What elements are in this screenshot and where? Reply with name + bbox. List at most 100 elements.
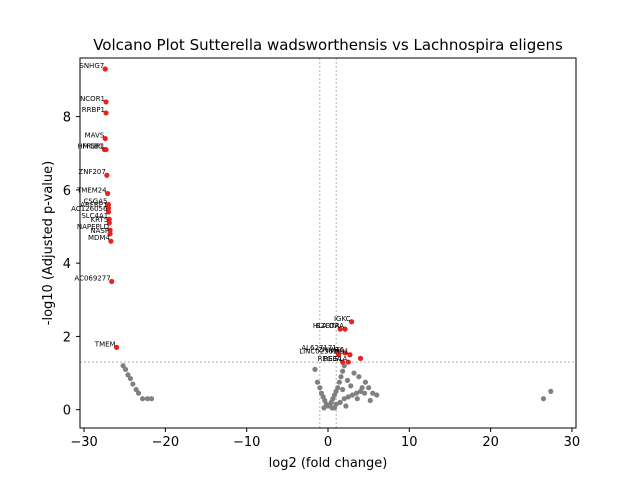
gene-label: TMEM24 bbox=[76, 187, 107, 195]
x-axis-label: log2 (fold change) bbox=[269, 456, 388, 471]
gene-label: SNHG7 bbox=[79, 62, 104, 70]
gene-label: REG3A bbox=[318, 355, 342, 363]
y-tick-label: 4 bbox=[63, 257, 71, 272]
x-tick-label: −10 bbox=[233, 435, 260, 450]
point-significant bbox=[102, 135, 108, 142]
gene-label: ZNHIT6 bbox=[318, 346, 345, 354]
point-significant bbox=[106, 216, 112, 222]
point-significant bbox=[104, 172, 110, 178]
gene-label: ZNF207 bbox=[78, 168, 105, 176]
point-not-significant bbox=[353, 390, 360, 396]
x-axis-ticks: −30 −20 −10 0 10 20 30 bbox=[70, 428, 580, 450]
point-significant bbox=[357, 355, 364, 361]
point-significant bbox=[105, 190, 111, 197]
gene-label: CSGA5 bbox=[83, 198, 107, 206]
point-not-significant bbox=[335, 385, 341, 391]
point-not-significant bbox=[314, 379, 321, 385]
point-not-significant bbox=[336, 379, 342, 385]
point-not-significant bbox=[331, 405, 338, 411]
point-not-significant bbox=[120, 363, 126, 369]
chart-title: Volcano Plot Sutterella wadsworthensis v… bbox=[93, 36, 563, 54]
gene-label: FFGR1 bbox=[82, 143, 105, 151]
point-significant bbox=[109, 278, 115, 285]
point-not-significant bbox=[337, 399, 343, 405]
y-tick-label: 2 bbox=[63, 330, 71, 345]
point-significant bbox=[107, 227, 113, 233]
point-not-significant bbox=[367, 397, 373, 404]
point-significant bbox=[335, 352, 342, 358]
y-tick-label: 0 bbox=[63, 404, 71, 419]
point-not-significant bbox=[366, 385, 372, 391]
point-significant bbox=[105, 201, 112, 208]
point-not-significant bbox=[354, 396, 360, 402]
point-not-significant bbox=[548, 388, 554, 394]
point-significant bbox=[337, 326, 343, 332]
point-not-significant bbox=[133, 386, 139, 393]
point-significant bbox=[342, 326, 348, 332]
point-not-significant bbox=[135, 390, 142, 396]
data-points bbox=[101, 66, 554, 411]
point-not-significant bbox=[127, 375, 134, 382]
point-not-significant bbox=[321, 405, 327, 411]
point-not-significant bbox=[130, 381, 136, 387]
y-axis-label: -log10 (Adjusted p-value) bbox=[41, 161, 56, 325]
x-tick-label: 10 bbox=[401, 435, 418, 450]
point-not-significant bbox=[122, 366, 129, 372]
plot-frame bbox=[79, 57, 577, 429]
gene-label: AC069277 bbox=[74, 274, 110, 282]
point-significant bbox=[106, 220, 112, 226]
point-significant bbox=[103, 146, 109, 153]
point-not-significant bbox=[140, 396, 146, 402]
point-not-significant bbox=[540, 396, 547, 402]
point-not-significant bbox=[312, 366, 318, 372]
point-not-significant bbox=[317, 385, 323, 391]
point-significant bbox=[108, 238, 114, 244]
x-tick-label: −20 bbox=[152, 435, 179, 450]
gene-label: PHB1 bbox=[330, 348, 349, 356]
gene-label: HMGB1 bbox=[77, 143, 103, 151]
x-tick-label: 30 bbox=[564, 435, 581, 450]
point-not-significant bbox=[340, 386, 346, 393]
x-tick-label: 20 bbox=[482, 435, 499, 450]
point-not-significant bbox=[343, 403, 349, 409]
gene-label: KRT5 bbox=[91, 216, 109, 224]
y-tick-label: 6 bbox=[63, 184, 71, 199]
point-significant bbox=[347, 352, 353, 358]
point-not-significant bbox=[344, 377, 351, 383]
point-not-significant bbox=[144, 396, 151, 402]
y-tick-label: 8 bbox=[63, 111, 71, 126]
point-not-significant bbox=[125, 372, 131, 378]
gene-label: RRBP1 bbox=[82, 106, 105, 114]
point-significant bbox=[107, 231, 113, 237]
point-significant bbox=[105, 205, 112, 211]
gene-label: IGKC bbox=[334, 315, 351, 323]
gene-label: AC126056 bbox=[71, 205, 108, 213]
point-not-significant bbox=[340, 368, 346, 374]
point-significant bbox=[105, 209, 112, 215]
gene-label: NAPEPLD bbox=[77, 223, 109, 231]
point-significant bbox=[348, 319, 355, 325]
point-not-significant bbox=[362, 379, 369, 385]
point-not-significant bbox=[341, 396, 347, 402]
gene-label: MAVS bbox=[85, 132, 105, 140]
gene-label: LINC02362 bbox=[299, 348, 337, 356]
point-significant bbox=[340, 359, 346, 365]
gene-label: REG1A bbox=[323, 355, 347, 363]
point-significant bbox=[102, 66, 108, 72]
point-not-significant bbox=[351, 370, 357, 376]
point-significant bbox=[113, 344, 120, 351]
gene-label: MDM4 bbox=[88, 234, 110, 242]
point-not-significant bbox=[338, 374, 344, 380]
point-not-significant bbox=[345, 394, 351, 400]
point-significant bbox=[342, 350, 348, 356]
gene-label: NCOR1 bbox=[80, 95, 105, 103]
threshold-lines bbox=[80, 58, 576, 428]
point-not-significant bbox=[359, 385, 365, 391]
gene-label: TMEM bbox=[94, 340, 116, 348]
point-not-significant bbox=[361, 390, 368, 396]
x-tick-label: −30 bbox=[70, 435, 97, 450]
gene-label: HLA-DRA bbox=[313, 322, 344, 330]
gene-label: SLC4A1 bbox=[81, 212, 108, 220]
